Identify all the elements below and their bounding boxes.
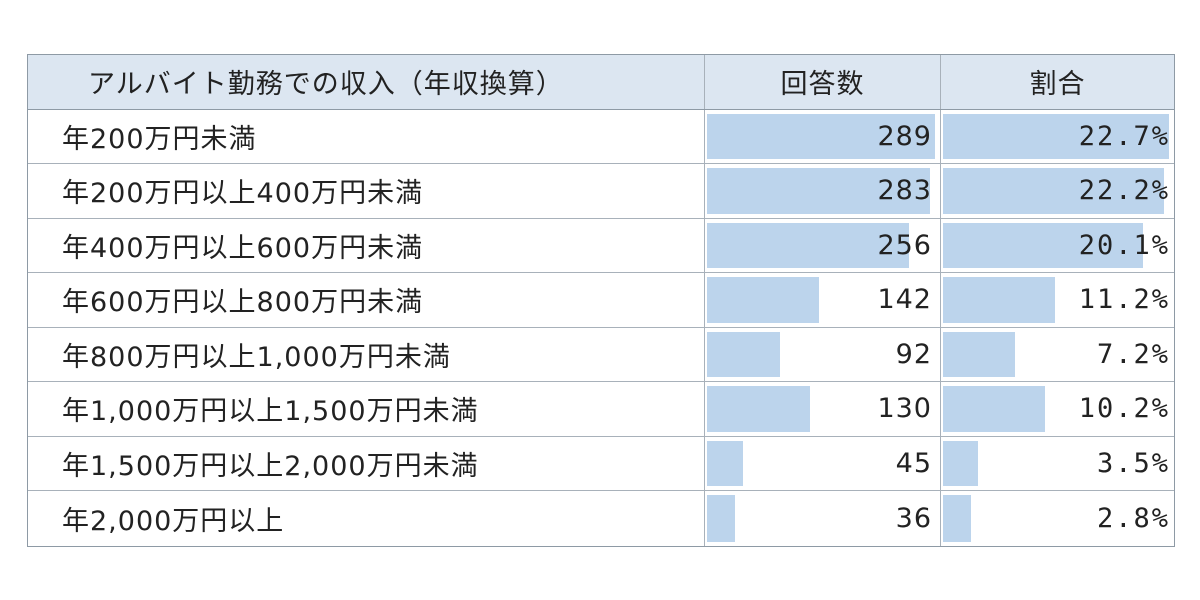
count-bar xyxy=(707,168,931,214)
income-range-label: 年2,000万円以上 xyxy=(28,491,705,546)
count-cell: 289 xyxy=(705,109,941,163)
count-value: 289 xyxy=(877,120,932,152)
count-cell: 283 xyxy=(705,164,941,218)
table-row: 年1,000万円以上1,500万円未満 130 10.2% xyxy=(28,382,1174,437)
income-range-label: 年800万円以上1,000万円未満 xyxy=(28,327,705,381)
count-cell: 45 xyxy=(705,436,941,490)
count-bar xyxy=(707,440,743,486)
income-range-label: 年1,000万円以上1,500万円未満 xyxy=(28,382,705,436)
header-count: 回答数 xyxy=(705,55,941,109)
count-cell: 130 xyxy=(705,382,941,436)
header-ratio: 割合 xyxy=(1029,69,1086,101)
income-range-label: 年400万円以上600万円未満 xyxy=(28,218,705,272)
count-value: 36 xyxy=(895,502,932,534)
count-value: 92 xyxy=(895,338,932,370)
income-range-label: 年1,500万円以上2,000万円未満 xyxy=(28,436,705,490)
income-range-label: 年200万円以上400万円未満 xyxy=(28,164,705,218)
ratio-value: 22.7% xyxy=(1078,120,1170,152)
table-row: 年400万円以上600万円未満 256 20.1% xyxy=(28,218,1174,273)
count-value: 45 xyxy=(895,447,932,479)
count-bar xyxy=(707,277,820,323)
ratio-value: 11.2% xyxy=(1078,284,1170,316)
ratio-bar xyxy=(943,495,971,542)
ratio-cell: 22.7% xyxy=(941,110,1174,164)
table-body: 年200万円未満 289 22.7% 年200万円以上400万円未満 283 22.2% 年… xyxy=(28,109,1174,546)
ratio-bar xyxy=(943,277,1055,323)
count-cell: 256 xyxy=(705,218,941,272)
ratio-value: 2.8% xyxy=(1096,502,1170,534)
ratio-value: 10.2% xyxy=(1078,393,1170,425)
ratio-cell: 3.5% xyxy=(941,437,1174,491)
ratio-cell: 2.8% xyxy=(941,491,1174,546)
ratio-cell: 20.1% xyxy=(941,219,1174,273)
count-bar xyxy=(707,331,780,377)
header-income-label: アルバイト勤務での収入（年収換算） xyxy=(28,55,705,109)
ratio-cell: 22.2% xyxy=(941,164,1174,218)
ratio-bar xyxy=(943,222,1144,268)
count-cell: 36 xyxy=(705,491,941,546)
table-row: 年1,500万円以上2,000万円未満 45 3.5% xyxy=(28,436,1174,491)
count-value: 283 xyxy=(877,175,932,207)
count-cell: 92 xyxy=(705,327,941,381)
table-row: 年200万円未満 289 22.7% xyxy=(28,109,1174,164)
count-value: 256 xyxy=(877,229,932,261)
count-bar xyxy=(707,495,736,542)
count-bar xyxy=(707,113,935,159)
ratio-cell: 10.2% xyxy=(941,382,1174,436)
ratio-value: 22.2% xyxy=(1078,175,1170,207)
ratio-bar xyxy=(943,113,1169,159)
ratio-bar xyxy=(943,168,1165,214)
count-bar xyxy=(707,222,909,268)
ratio-bar xyxy=(943,386,1045,432)
count-bar xyxy=(707,386,810,432)
income-range-label: 年600万円以上800万円未満 xyxy=(28,273,705,327)
ratio-cell: 11.2% xyxy=(941,273,1174,327)
ratio-value: 7.2% xyxy=(1096,338,1170,370)
income-table: アルバイト勤務での収入（年収換算） 回答数 割合 年200万円未満 289 22.7… xyxy=(27,54,1175,547)
income-range-label: 年200万円未満 xyxy=(28,109,705,163)
ratio-bar xyxy=(943,331,1015,377)
table-header-row: アルバイト勤務での収入（年収換算） 回答数 割合 xyxy=(28,55,1174,110)
count-cell: 142 xyxy=(705,273,941,327)
count-value: 130 xyxy=(877,393,932,425)
count-value: 142 xyxy=(877,284,932,316)
ratio-value: 20.1% xyxy=(1078,229,1170,261)
table-row: 年800万円以上1,000万円未満 92 7.2% xyxy=(28,327,1174,382)
table-row: 年600万円以上800万円未満 142 11.2% xyxy=(28,273,1174,328)
table-row: 年200万円以上400万円未満 283 22.2% xyxy=(28,164,1174,219)
table-row: 年2,000万円以上 36 2.8% xyxy=(28,491,1174,546)
ratio-bar xyxy=(943,440,978,486)
ratio-value: 3.5% xyxy=(1096,447,1170,479)
ratio-cell: 7.2% xyxy=(941,328,1174,382)
